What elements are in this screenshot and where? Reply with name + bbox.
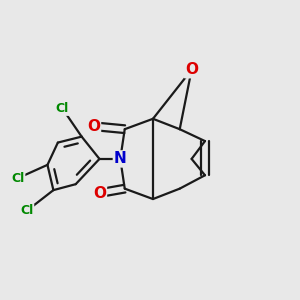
- Text: N: N: [114, 152, 127, 166]
- Text: O: O: [93, 186, 106, 201]
- Text: Cl: Cl: [11, 172, 24, 185]
- Text: O: O: [87, 119, 100, 134]
- Text: O: O: [185, 62, 198, 77]
- Text: Cl: Cl: [20, 204, 33, 218]
- Text: Cl: Cl: [56, 102, 69, 115]
